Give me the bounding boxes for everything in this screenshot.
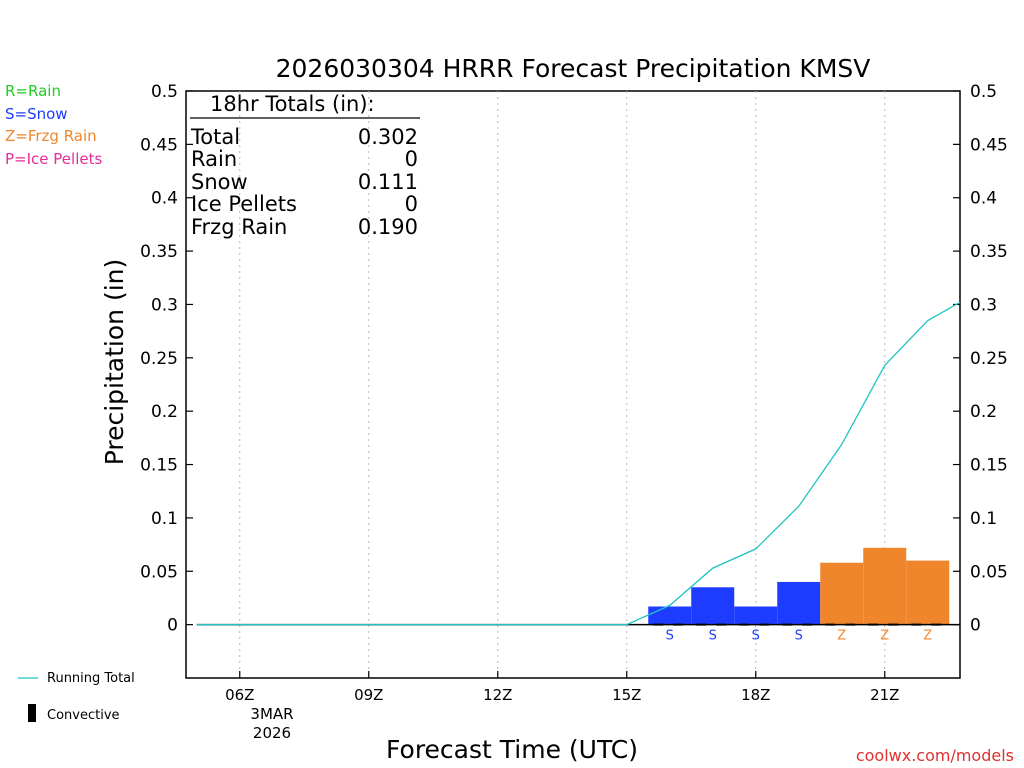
precip-type-marker: S bbox=[666, 629, 674, 644]
totals-row-value: 0.111 bbox=[358, 170, 418, 194]
x-axis-label: Forecast Time (UTC) bbox=[386, 735, 638, 764]
date-label-day: 3MAR bbox=[250, 705, 293, 723]
y-tick-label-left: 0.3 bbox=[151, 295, 178, 315]
y-tick-label-left: 0.2 bbox=[151, 402, 178, 422]
type-legend: R=Rain S=Snow Z=Frzg Rain P=Ice Pellets bbox=[5, 82, 102, 168]
totals-row-label: Frzg Rain bbox=[191, 215, 287, 239]
y-tick-label-left: 0.45 bbox=[140, 135, 178, 155]
totals-row-value: 0.190 bbox=[358, 215, 418, 239]
totals-row-value: 0 bbox=[405, 147, 418, 171]
totals-heading: 18hr Totals (in): bbox=[210, 92, 375, 116]
totals-row-value: 0 bbox=[405, 192, 418, 216]
line-legend: Running Total Convective bbox=[18, 671, 135, 723]
precip-type-marker: S bbox=[752, 629, 760, 644]
y-tick-label-right: 0.2 bbox=[970, 402, 997, 422]
y-tick-label-right: 0.25 bbox=[970, 349, 1008, 369]
y-tick-label-left: 0.1 bbox=[151, 509, 178, 529]
totals-row-label: Rain bbox=[191, 147, 237, 171]
precip-type-marker: S bbox=[709, 629, 717, 644]
x-tick-label: 06Z bbox=[225, 686, 254, 704]
y-tick-label-left: 0.15 bbox=[140, 456, 178, 476]
y-tick-label-left: 0.4 bbox=[151, 189, 178, 209]
y-tick-label-right: 0.15 bbox=[970, 456, 1008, 476]
totals-row-label: Ice Pellets bbox=[191, 192, 297, 216]
x-tick-label: 09Z bbox=[354, 686, 383, 704]
x-tick-label: 21Z bbox=[870, 686, 899, 704]
date-label-year: 2026 bbox=[253, 724, 291, 742]
precip-bar bbox=[691, 587, 735, 625]
y-tick-label-right: 0.35 bbox=[970, 242, 1008, 262]
precip-bar bbox=[648, 606, 692, 625]
legend-snow: S=Snow bbox=[5, 105, 68, 123]
precip-bar bbox=[734, 606, 778, 625]
running-total-legend-label: Running Total bbox=[47, 671, 135, 686]
y-tick-label-left: 0.25 bbox=[140, 349, 178, 369]
precip-bar bbox=[820, 562, 864, 625]
convective-legend-label: Convective bbox=[47, 708, 120, 723]
y-tick-label-left: 0 bbox=[167, 616, 178, 636]
plot-frame bbox=[185, 90, 961, 679]
precip-type-marker: Z bbox=[837, 629, 846, 644]
totals-box: 18hr Totals (in): Total 0.302 Rain 0 Sno… bbox=[190, 92, 420, 239]
running-total-line bbox=[196, 301, 961, 626]
y-axis-ticks: 0 0 0.05 0.05 0.1 0.1 0.15 0.15 0.2 0.2 0.25 0.25 0.… bbox=[140, 82, 1008, 636]
y-tick-label-right: 0.5 bbox=[970, 82, 997, 102]
x-tick-label: 15Z bbox=[612, 686, 641, 704]
vertical-grid-lines bbox=[239, 91, 886, 678]
y-tick-label-right: 0.45 bbox=[970, 135, 1008, 155]
credit-text: coolwx.com/models bbox=[856, 746, 1014, 765]
totals-row-label: Total bbox=[190, 125, 240, 149]
precip-bar bbox=[906, 560, 950, 625]
legend-frzg-rain: Z=Frzg Rain bbox=[5, 127, 97, 145]
totals-row-value: 0.302 bbox=[358, 125, 418, 149]
precip-bars bbox=[648, 547, 950, 625]
legend-rain: R=Rain bbox=[5, 82, 61, 100]
y-tick-label-left: 0.35 bbox=[140, 242, 178, 262]
y-tick-label-right: 0.1 bbox=[970, 509, 997, 529]
precip-bar bbox=[777, 581, 821, 625]
y-tick-label-left: 0.5 bbox=[151, 82, 178, 102]
totals-row-label: Snow bbox=[191, 170, 248, 194]
precip-type-marker: Z bbox=[923, 629, 932, 644]
y-tick-label-left: 0.05 bbox=[140, 562, 178, 582]
x-tick-label: 18Z bbox=[741, 686, 770, 704]
y-tick-label-right: 0.3 bbox=[970, 295, 997, 315]
y-tick-label-right: 0.05 bbox=[970, 562, 1008, 582]
y-tick-label-right: 0 bbox=[970, 616, 981, 636]
precip-bar bbox=[863, 547, 907, 625]
x-axis-ticks: 06Z 09Z 12Z 15Z 18Z 21Z bbox=[225, 671, 899, 704]
y-axis-label: Precipitation (in) bbox=[100, 259, 129, 466]
legend-ice-pellets: P=Ice Pellets bbox=[5, 150, 102, 168]
convective-legend-swatch bbox=[28, 704, 36, 722]
y-tick-label-right: 0.4 bbox=[970, 189, 997, 209]
chart-title: 2026030304 HRRR Forecast Precipitation K… bbox=[276, 54, 871, 83]
precip-type-marker: S bbox=[795, 629, 803, 644]
x-tick-label: 12Z bbox=[483, 686, 512, 704]
precip-type-marker: Z bbox=[880, 629, 889, 644]
